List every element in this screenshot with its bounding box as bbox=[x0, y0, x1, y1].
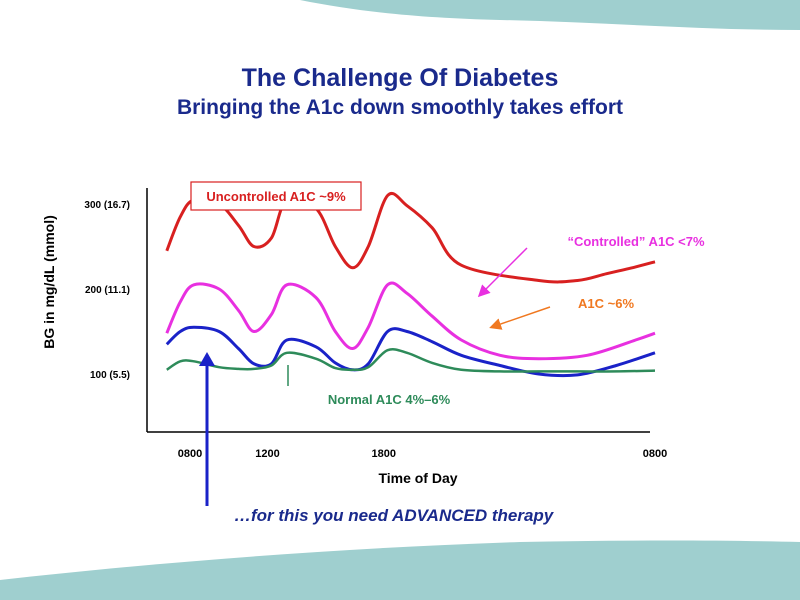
therapy-arrow-head bbox=[199, 352, 215, 366]
normal-label: Normal A1C 4%–6% bbox=[328, 392, 451, 407]
page-subtitle: Bringing the A1c down smoothly takes eff… bbox=[176, 96, 624, 119]
title-block: The Challenge Of Diabetes Bringing the A… bbox=[0, 62, 800, 122]
bottom-wave-decoration bbox=[0, 540, 800, 600]
controlled-pointer-arrow bbox=[477, 247, 528, 298]
x-tick-label: 0800 bbox=[643, 448, 667, 460]
controlled-label: “Controlled” A1C <7% bbox=[567, 234, 705, 249]
x-axis-label: Time of Day bbox=[378, 470, 457, 486]
page-title: The Challenge Of Diabetes bbox=[241, 64, 559, 92]
a1c6-pointer-arrow bbox=[489, 306, 551, 330]
y-axis-label: BG in mg/dL (mmol) bbox=[41, 215, 57, 349]
x-tick-label: 1200 bbox=[255, 448, 279, 460]
y-tick-label: 200 (11.1) bbox=[85, 285, 130, 296]
normal-series-line bbox=[166, 348, 656, 373]
uncontrolled-label: Uncontrolled A1C ~9% bbox=[206, 189, 346, 204]
y-tick-label: 100 (5.5) bbox=[90, 370, 130, 381]
x-tick-label: 0800 bbox=[178, 448, 202, 460]
controlled-series-line bbox=[165, 281, 656, 361]
y-tick-label: 300 (16.7) bbox=[84, 200, 130, 211]
footer-note: …for this you need ADVANCED therapy bbox=[234, 506, 554, 525]
a1c6-label: A1C ~6% bbox=[578, 296, 634, 311]
x-tick-label: 1800 bbox=[372, 448, 396, 460]
uncontrolled-label-box bbox=[190, 181, 362, 211]
top-wave-decoration bbox=[300, 0, 800, 30]
